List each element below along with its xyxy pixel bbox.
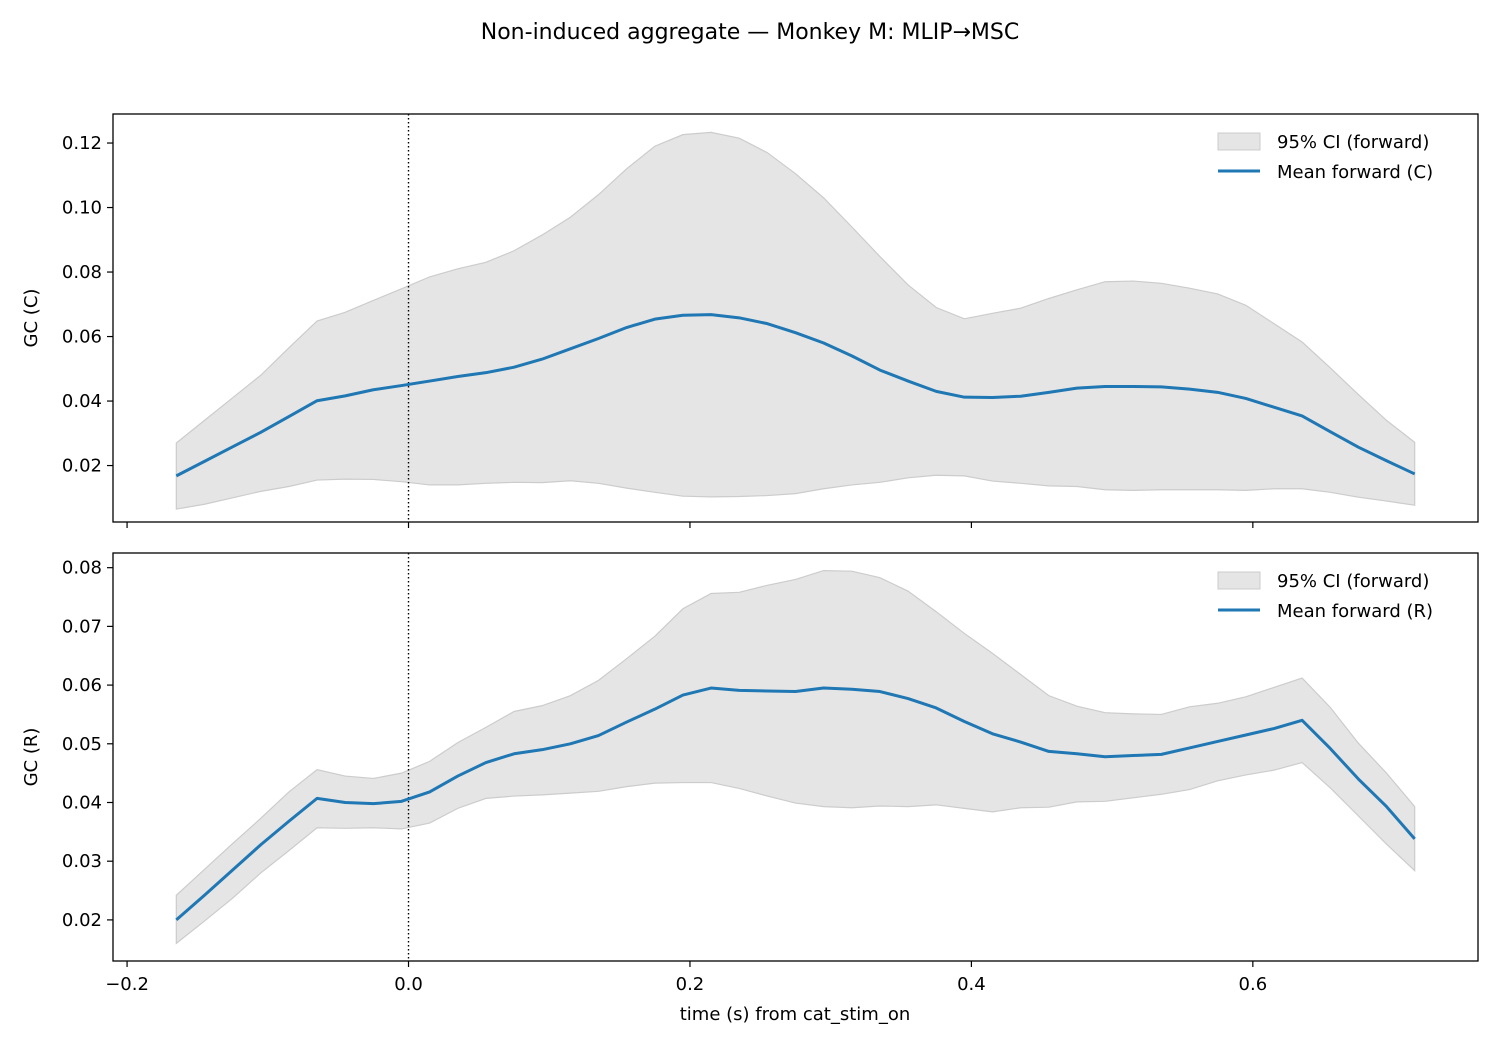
y-tick-label: 0.10 (62, 198, 102, 219)
legend-ci-swatch (1217, 571, 1261, 590)
y-tick-label: 0.02 (62, 456, 102, 477)
y-tick-label: 0.04 (62, 391, 102, 412)
plot-area (175, 553, 1416, 961)
y-tick-label: 0.06 (62, 675, 102, 696)
plot-area (175, 114, 1416, 522)
y-tick-label: 0.06 (62, 327, 102, 348)
y-tick-label: 0.08 (62, 558, 102, 579)
x-tick-label: −0.2 (105, 974, 149, 995)
ci-band (175, 131, 1416, 510)
y-tick-label: 0.04 (62, 792, 102, 813)
y-axis-label: GC (R) (21, 728, 42, 787)
y-axis-label: GC (C) (21, 289, 42, 348)
legend-mean-label: Mean forward (R) (1277, 601, 1433, 622)
legend-ci-swatch (1217, 132, 1261, 151)
legend-ci-label: 95% CI (forward) (1277, 132, 1429, 153)
x-tick-label: 0.4 (957, 974, 986, 995)
ci-band (175, 570, 1416, 945)
legend-ci-label: 95% CI (forward) (1277, 571, 1429, 592)
panel-top: 0.02 0.04 0.06 0.08 0.10 0.12 GC (C) 95% CI (fo… (21, 113, 1479, 528)
y-tick-label: 0.08 (62, 262, 102, 283)
figure-title: Non-induced aggregate — Monkey M: MLIP→M… (481, 20, 1019, 45)
y-tick-label: 0.12 (62, 133, 102, 154)
x-tick-label: 0.2 (676, 974, 705, 995)
mean-line (175, 313, 1416, 478)
x-tick-label: 0.0 (394, 974, 423, 995)
y-tick-label: 0.03 (62, 851, 102, 872)
legend-mean-label: Mean forward (C) (1277, 162, 1433, 183)
mean-line (175, 686, 1416, 922)
axes-frame (112, 113, 1479, 523)
y-tick-label: 0.02 (62, 910, 102, 931)
axes-frame (112, 552, 1479, 962)
panel-bottom: 0.02 0.03 0.04 0.05 0.06 0.07 0.08 −0.2 0.0 0.2 0.… (21, 552, 1479, 995)
x-tick-label: 0.6 (1239, 974, 1268, 995)
x-axis-label: time (s) from cat_stim_on (680, 1004, 911, 1025)
y-tick-label: 0.07 (62, 616, 102, 637)
y-tick-label: 0.05 (62, 734, 102, 755)
